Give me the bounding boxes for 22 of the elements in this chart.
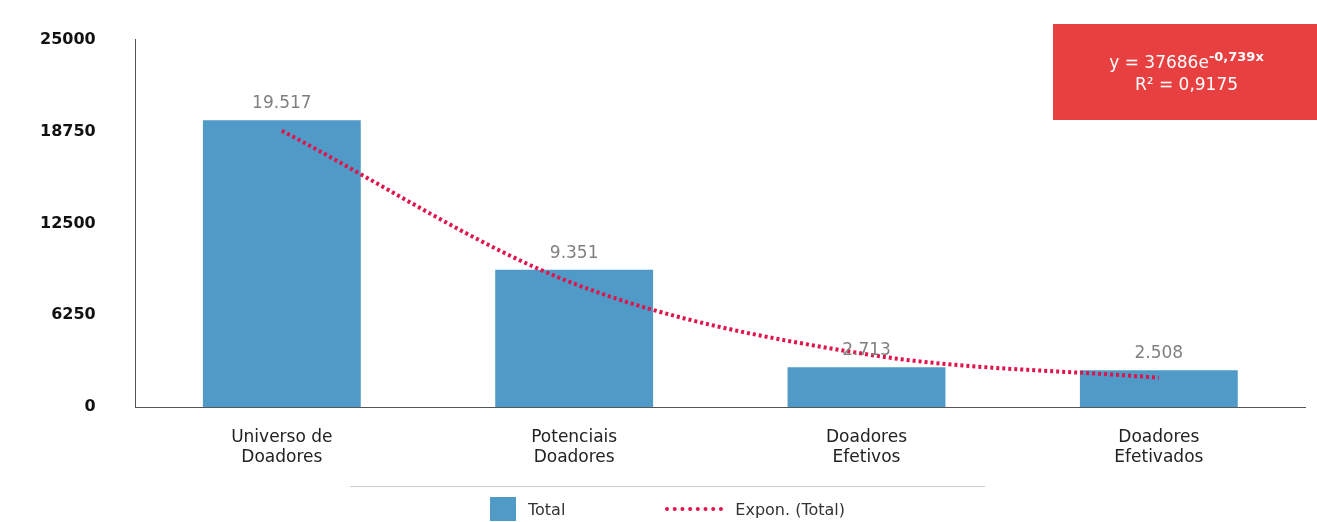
x-tick-label: Universo de Doadores [231, 425, 333, 467]
x-tick-label: Potenciais Doadores [531, 425, 618, 467]
y-tick-label: 0 [84, 396, 96, 416]
bar [1079, 370, 1238, 408]
legend-label: Expon. (Total) [735, 499, 846, 519]
annotation: R² = 0,9175 [1134, 73, 1239, 97]
bar [495, 269, 654, 408]
data-label: 2.713 [842, 339, 891, 360]
y-tick-label: 12500 [39, 212, 96, 232]
bar [787, 367, 946, 408]
legend-label: Total [527, 499, 566, 519]
x-tick-label: Doadores Efetivados [1114, 425, 1204, 467]
data-label: 19.517 [252, 92, 312, 113]
bar [202, 120, 361, 408]
x-tick-label: Doadores Efetivos [825, 425, 908, 467]
data-label: 2.508 [1134, 342, 1184, 363]
y-tick-label: 6250 [51, 304, 96, 324]
y-tick-label: 25000 [39, 28, 96, 48]
equation-box: y = 37686e$^{-0,739x}$ R² = 0,9175 [1053, 24, 1317, 120]
data-label: 9.351 [549, 241, 599, 262]
y-tick-label: 18750 [39, 120, 96, 140]
annotation: y = 37686e$^{-0,739x}$ [1109, 47, 1264, 74]
